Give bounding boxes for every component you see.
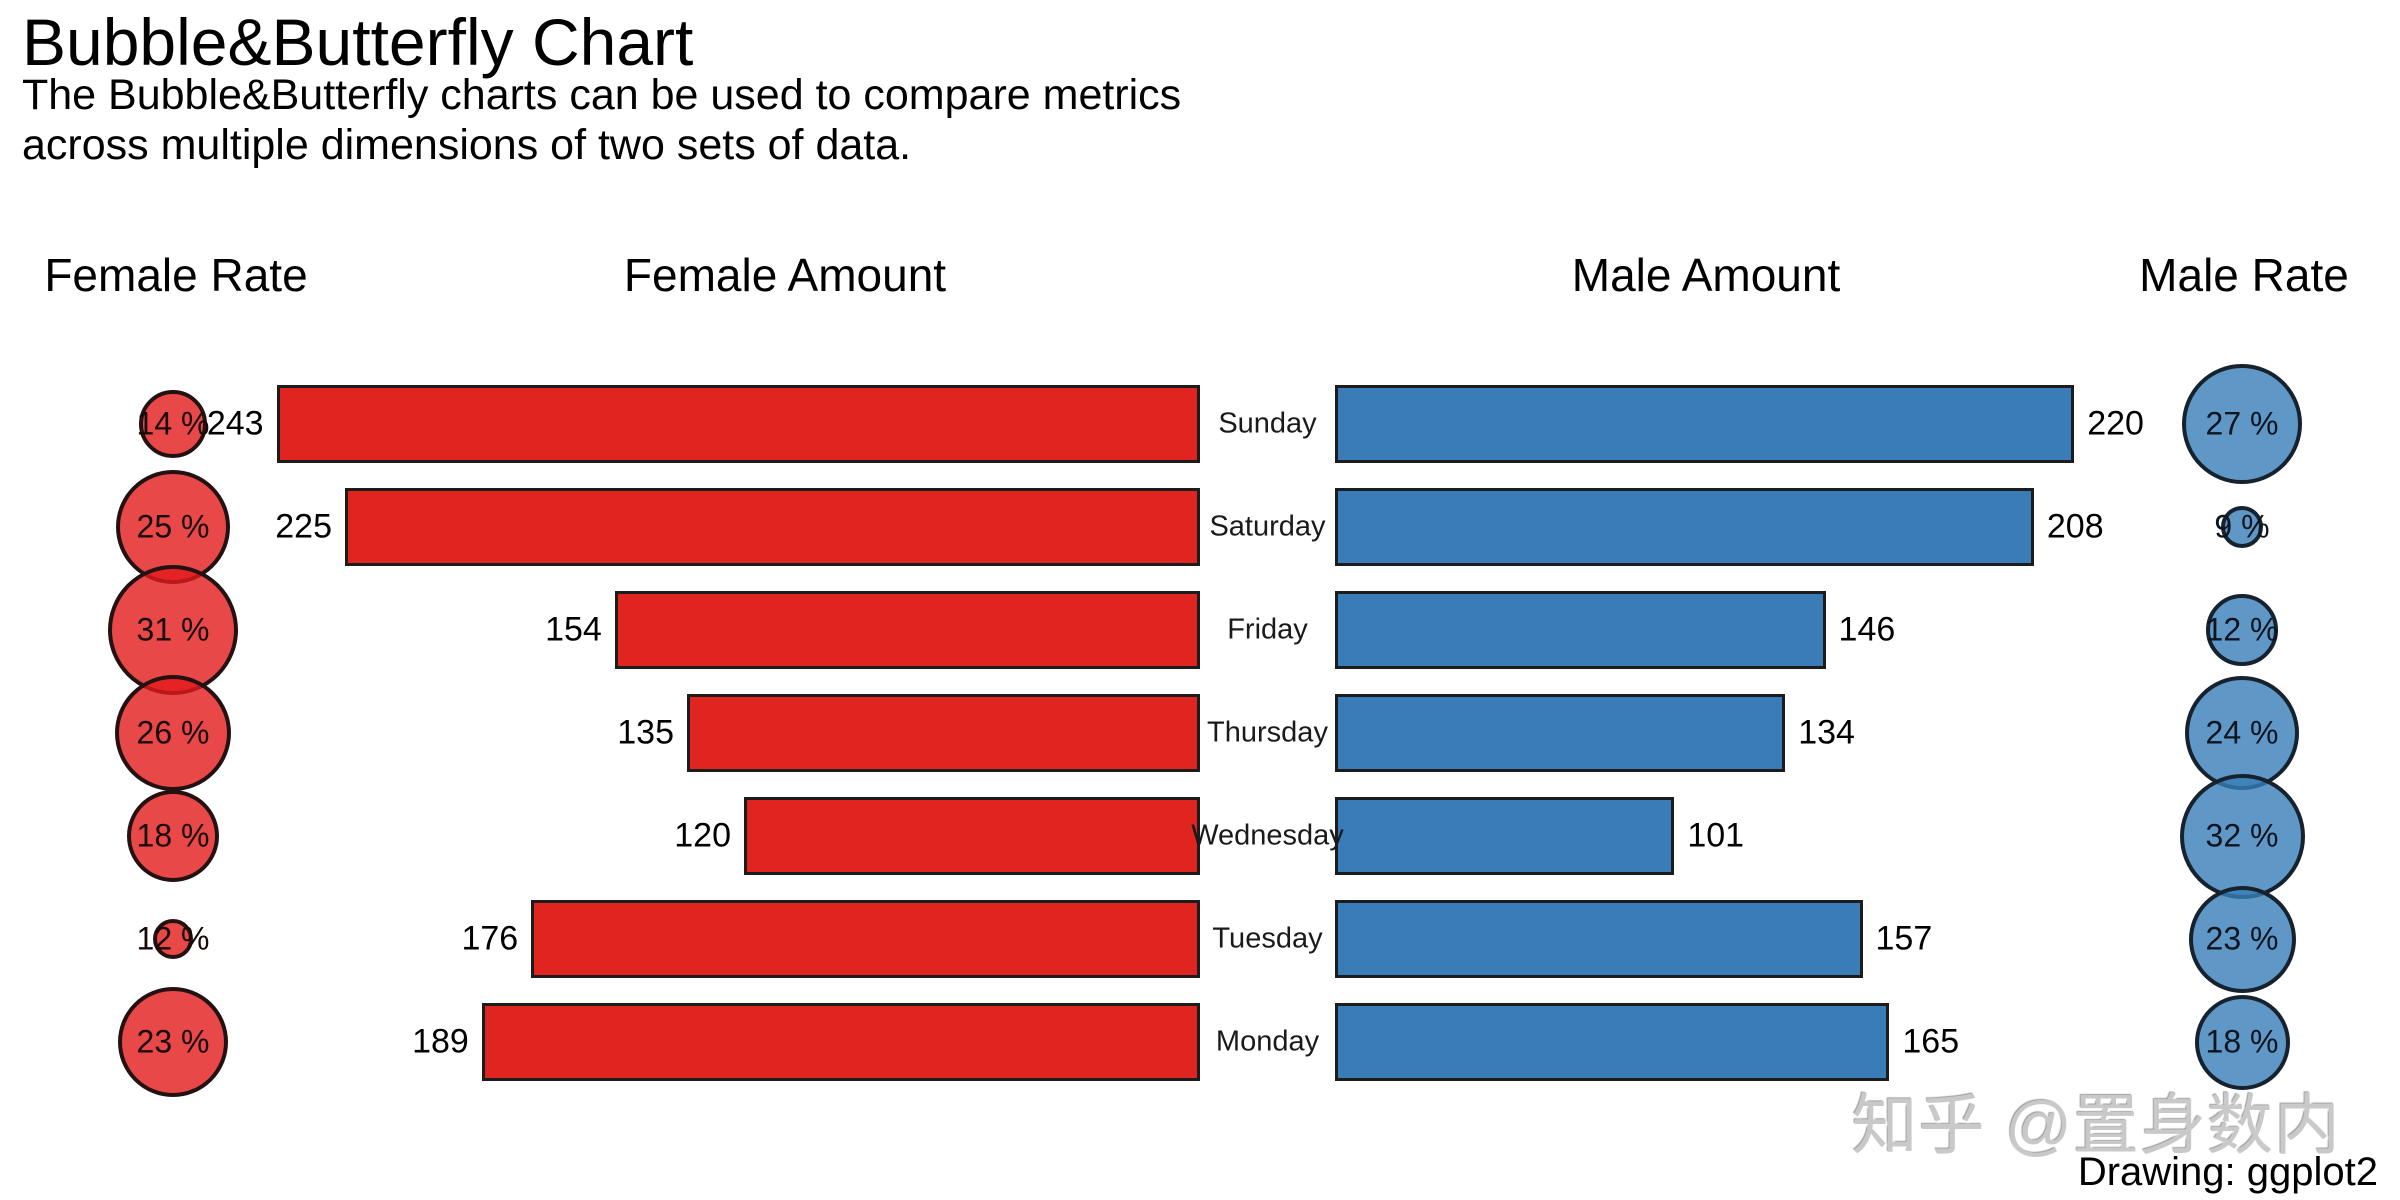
female-rate-bubble [153,919,193,959]
male-rate-label: 9 % [2214,508,2270,545]
female-rate-label: 12 % [136,920,210,957]
male-amount-value: 208 [2046,507,2104,546]
female-rate-bubble [108,565,238,695]
female-rate-bubble [118,987,228,1097]
male-amount-value: 165 [1902,1022,1960,1061]
female-amount-bar [744,797,1200,875]
male-amount-bar [1335,694,1786,772]
female-rate-bubble [139,390,207,458]
chart-subtitle-line1: The Bubble&Butterfly charts can be used … [22,71,1182,119]
female-rate-label: 14 % [136,405,210,442]
male-amount-bar [1335,385,2075,463]
female-amount-bar [614,591,1200,669]
day-label: Thursday [1207,716,1328,749]
day-label: Saturday [1209,510,1326,543]
male-rate-label: 12 % [2205,611,2279,648]
female-amount-value: 176 [461,919,519,958]
female-amount-value: 225 [275,507,332,546]
female-rate-bubble [115,675,231,791]
male-rate-bubble [2194,994,2290,1090]
day-label: Friday [1227,613,1308,646]
female-rate-label: 18 % [136,817,210,854]
female-rate-label: 26 % [136,714,210,751]
male-rate-label: 32 % [2205,817,2279,854]
day-label: Wednesday [1191,819,1344,852]
male-rate-label: 23 % [2205,920,2279,957]
female-amount-value: 120 [674,816,731,855]
female-amount-bar [345,488,1200,566]
female-amount-value: 135 [617,713,674,752]
chart-subtitle: The Bubble&Butterfly charts can be used … [22,70,1181,170]
female-amount-bar [531,900,1200,978]
male-rate-bubble [2206,594,2278,666]
female-amount-bar [481,1003,1200,1081]
column-header-female-rate: Female Rate [44,249,308,301]
female-amount-bar [276,385,1200,463]
male-amount-value: 220 [2087,404,2144,443]
day-label: Monday [1215,1025,1320,1058]
male-amount-bar [1335,1003,1890,1081]
female-rate-bubble [127,790,219,882]
female-amount-bar [687,694,1200,772]
male-amount-value: 134 [1798,713,1855,752]
female-amount-value: 154 [545,610,602,649]
male-rate-label: 24 % [2205,714,2279,751]
male-amount-bar [1335,591,1826,669]
female-amount-value: 189 [412,1022,469,1061]
male-amount-bar [1335,488,2034,566]
column-header-male-rate: Male Rate [2139,249,2349,301]
day-label: Tuesday [1212,922,1323,955]
male-amount-bar [1335,797,1675,875]
female-rate-label: 25 % [136,508,210,545]
male-amount-bar [1335,900,1863,978]
female-amount-value: 243 [206,404,264,443]
male-amount-value: 146 [1838,610,1896,649]
page-title: Bubble&Butterfly Chart [22,5,694,79]
female-rate-label: 31 % [136,611,210,648]
chart-subtitle-line2: across multiple dimensions of two sets o… [22,121,912,169]
watermark: 知乎 @置身数内 [1851,1088,2341,1162]
female-rate-label: 23 % [136,1023,210,1060]
day-label: Sunday [1218,407,1317,440]
male-amount-value: 101 [1687,816,1745,855]
male-rate-bubble [2221,506,2263,548]
male-rate-bubble [2188,885,2296,993]
male-rate-label: 18 % [2205,1023,2279,1060]
male-rate-label: 27 % [2205,405,2279,442]
column-header-male-amount: Male Amount [1571,249,1841,301]
column-header-female-amount: Female Amount [623,249,947,301]
male-rate-bubble [2182,364,2302,484]
male-amount-value: 157 [1875,919,1933,958]
credit-label: Drawing: ggplot2 [2077,1150,2378,1194]
